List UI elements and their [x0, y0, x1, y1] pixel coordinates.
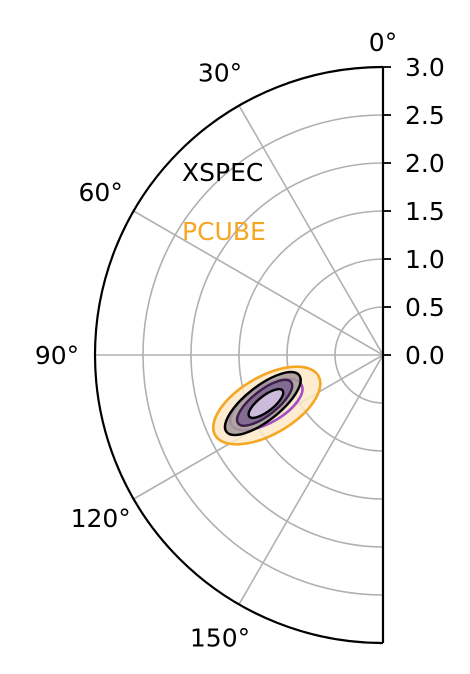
radial-tick-label: 0.5 — [405, 293, 445, 322]
angle-tick-label: 90° — [35, 341, 79, 370]
legend-label-pcube: PCUBE — [182, 217, 266, 246]
frame-layer — [93, 65, 391, 645]
angle-tick-label: 150° — [190, 623, 250, 652]
angle-tick-label: 120° — [71, 504, 131, 533]
radial-tick-label: 2.5 — [405, 101, 445, 130]
radial-tick-label: 1.5 — [405, 197, 445, 226]
legend-label-xspec: XSPEC — [182, 158, 263, 187]
angular-grid-line — [238, 354, 384, 605]
angle-tick-label: 60° — [79, 178, 123, 207]
contour-layer — [211, 365, 322, 446]
radial-tick-label: 1.0 — [405, 245, 445, 274]
radial-tick-label: 3.0 — [405, 53, 445, 82]
angle-tick-label: 0° — [369, 28, 397, 57]
angle-tick-label: 30° — [198, 59, 242, 88]
legend: XSPEC PCUBE — [182, 158, 266, 246]
label-layer: 0.0 0.5 1.0 1.5 2.0 2.5 3.0 0° 30° 60° 90° 120° 150° — [35, 28, 445, 652]
radial-tick-label: 0.0 — [405, 341, 445, 370]
angular-grid-line — [238, 105, 384, 356]
contour-xspec-inner — [247, 387, 285, 420]
radial-tick-label: 2.0 — [405, 149, 445, 178]
angular-grid-line — [133, 210, 384, 356]
outer-frame-arc — [93, 65, 384, 645]
